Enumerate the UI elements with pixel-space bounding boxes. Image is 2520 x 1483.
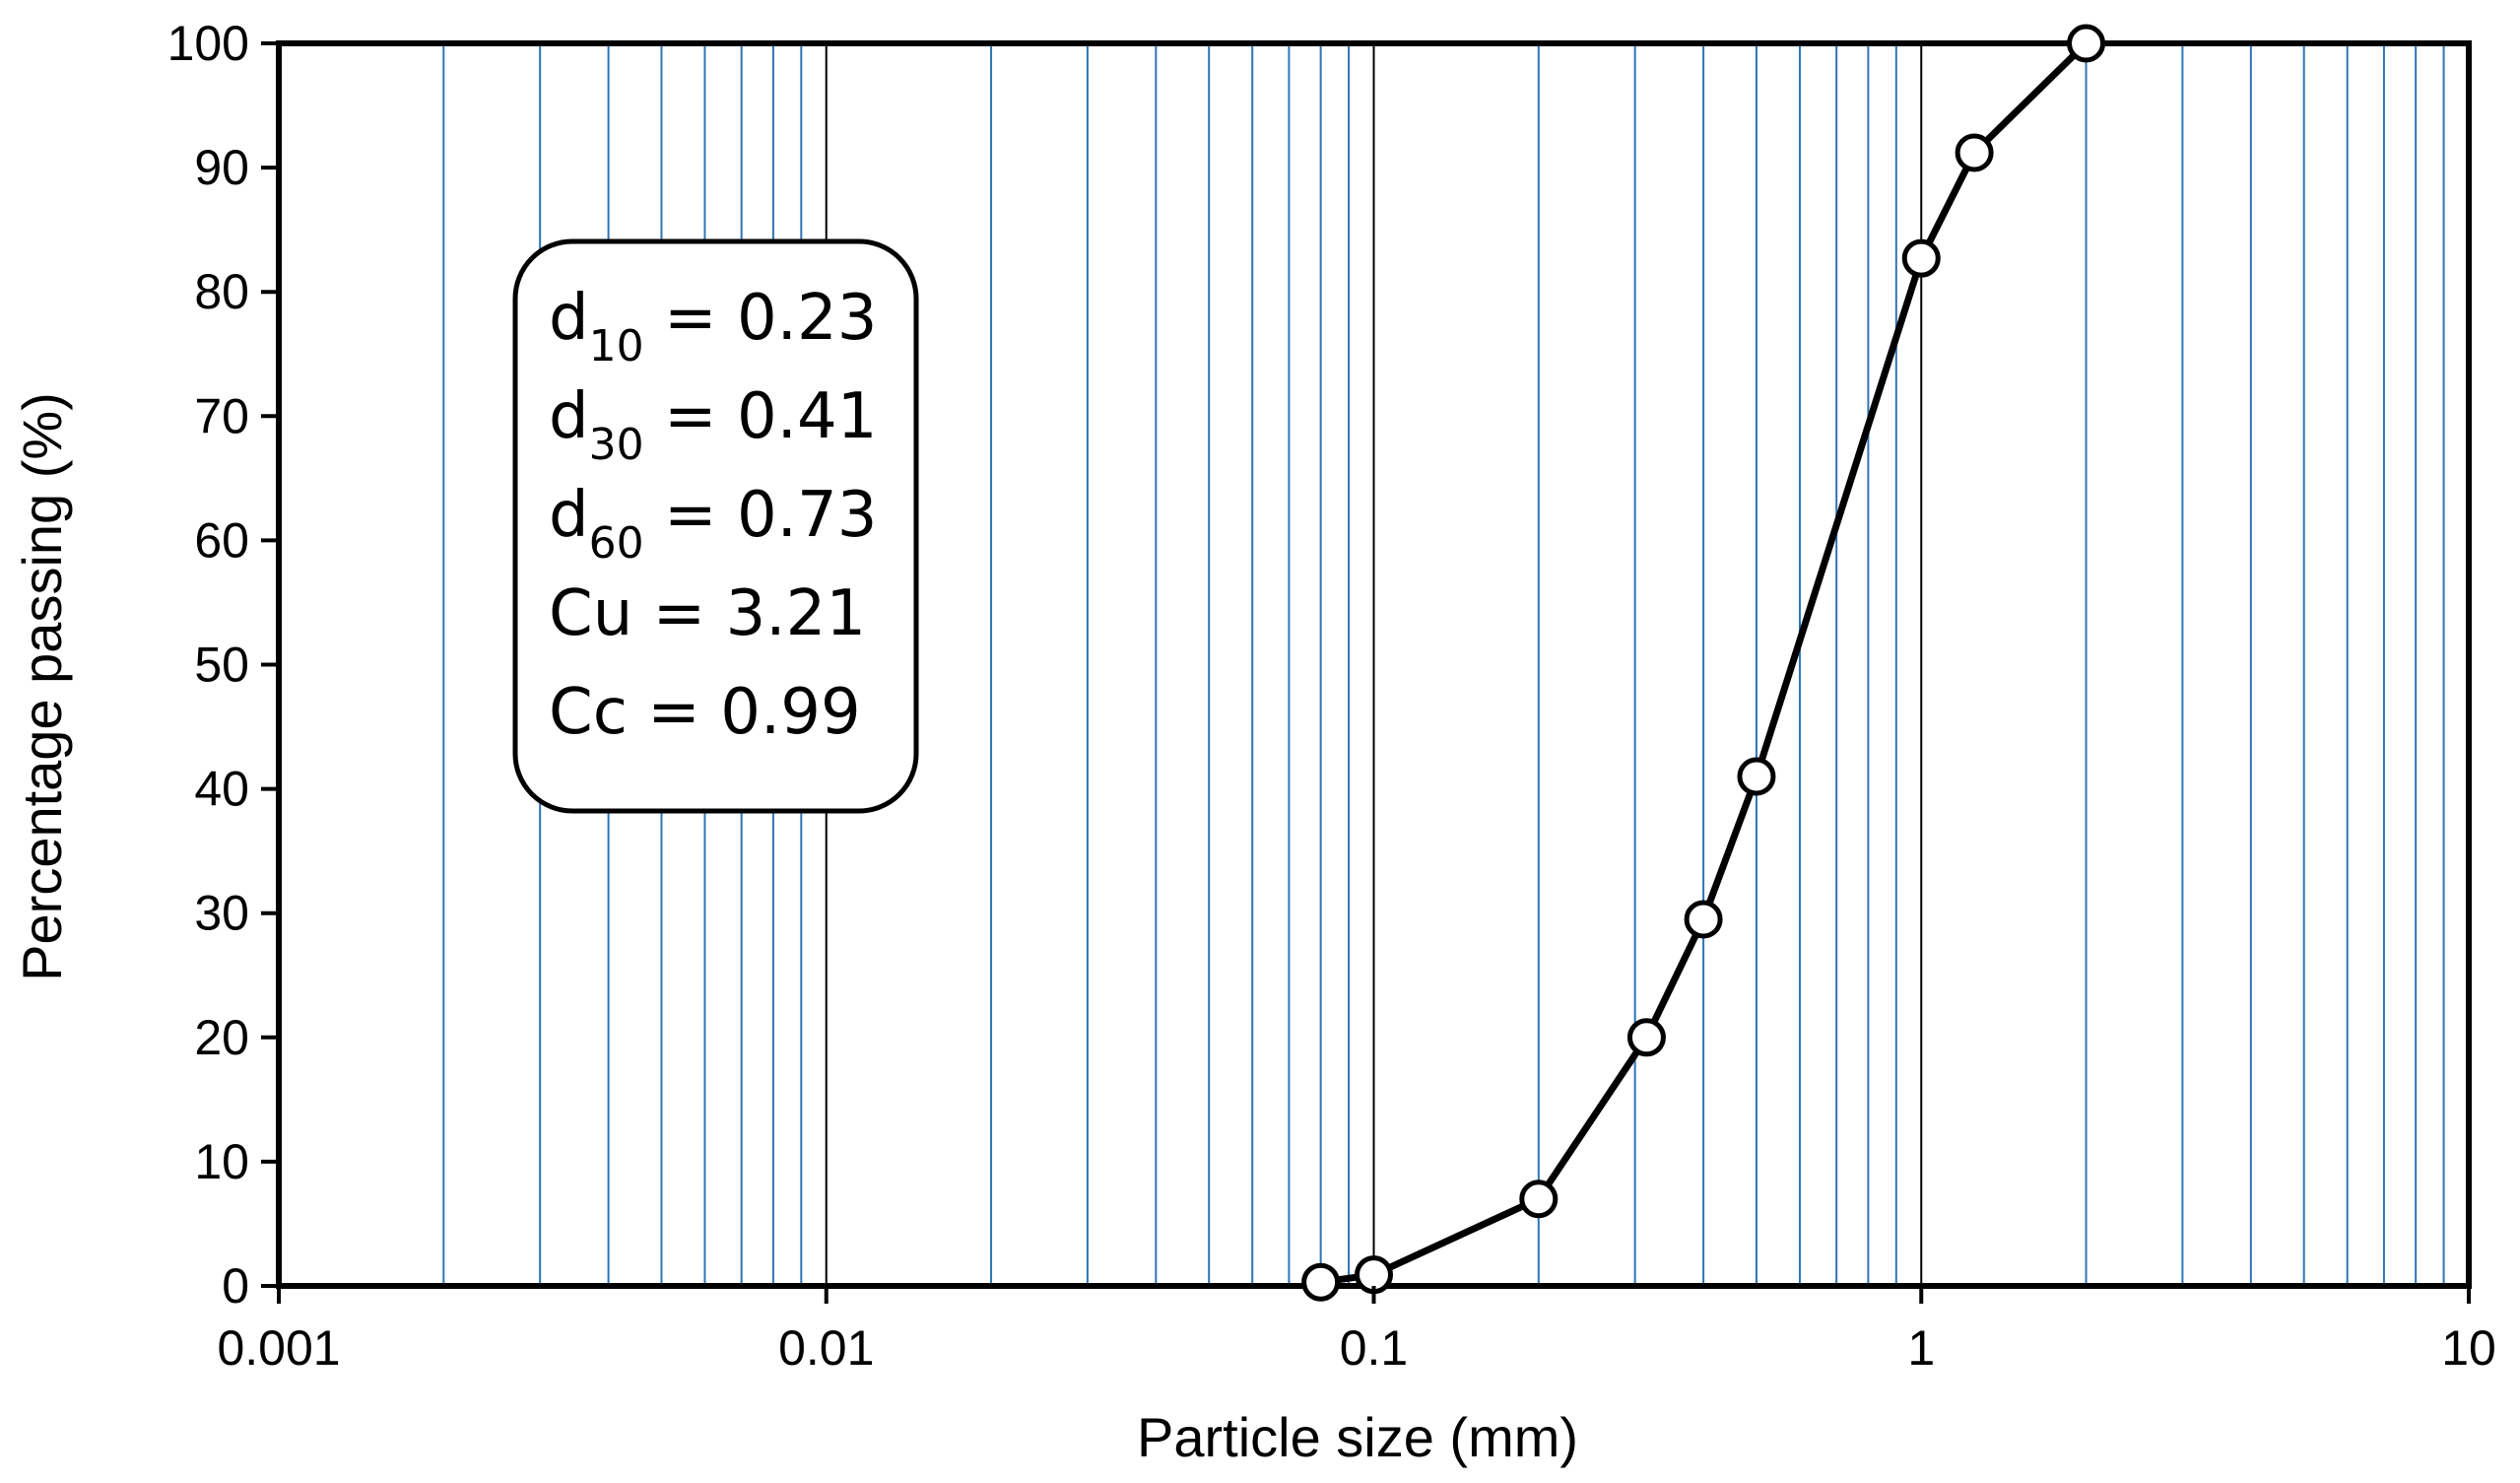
data-point — [1955, 133, 1994, 172]
x-tick-label: 1 — [1907, 1320, 1935, 1376]
annotation-cc: Cc = 0.99 — [549, 676, 861, 749]
x-tick-label: 0.001 — [217, 1320, 340, 1376]
data-point — [1301, 1262, 1341, 1302]
annotation-cu: Cu = 3.21 — [549, 577, 866, 650]
y-tick-label: 40 — [194, 762, 249, 817]
tick-layer: 0 10 20 30 40 50 60 70 80 90 100 0.001 0.01 0.1 1 10 — [167, 16, 2496, 1376]
x-tick-label: 0.1 — [1340, 1320, 1409, 1376]
y-axis-title: Percentage passing (%) — [11, 392, 73, 981]
y-tick-label: 20 — [194, 1010, 249, 1065]
data-point — [2067, 24, 2106, 63]
annotation-box: d10 = 0.23 d30 = 0.41 d60 = 0.73 Cu = 3.… — [512, 238, 919, 814]
y-tick-label: 30 — [194, 886, 249, 941]
x-axis-title: Particle size (mm) — [1137, 1406, 1578, 1468]
data-point — [1626, 1018, 1666, 1057]
x-tick-label: 10 — [2441, 1320, 2496, 1376]
data-point — [1737, 757, 1776, 796]
annotation-frame — [512, 238, 919, 814]
y-tick-label: 100 — [167, 16, 249, 71]
x-tick-label: 0.01 — [778, 1320, 874, 1376]
series-layer — [1301, 24, 2106, 1302]
y-tick-label: 90 — [194, 140, 249, 195]
data-point — [1519, 1180, 1558, 1219]
y-tick-label: 0 — [222, 1258, 249, 1314]
data-point — [1901, 238, 1941, 278]
y-tick-label: 80 — [194, 264, 249, 319]
annotation-d10: d10 = 0.23 — [549, 282, 877, 371]
y-tick-label: 70 — [194, 388, 249, 443]
y-tick-label: 60 — [194, 512, 249, 568]
annotation-d30: d30 = 0.41 — [549, 380, 877, 470]
y-tick-label: 50 — [194, 638, 249, 693]
data-point — [1684, 900, 1723, 939]
y-tick-label: 10 — [194, 1134, 249, 1189]
annotation-d60: d60 = 0.73 — [549, 479, 877, 569]
